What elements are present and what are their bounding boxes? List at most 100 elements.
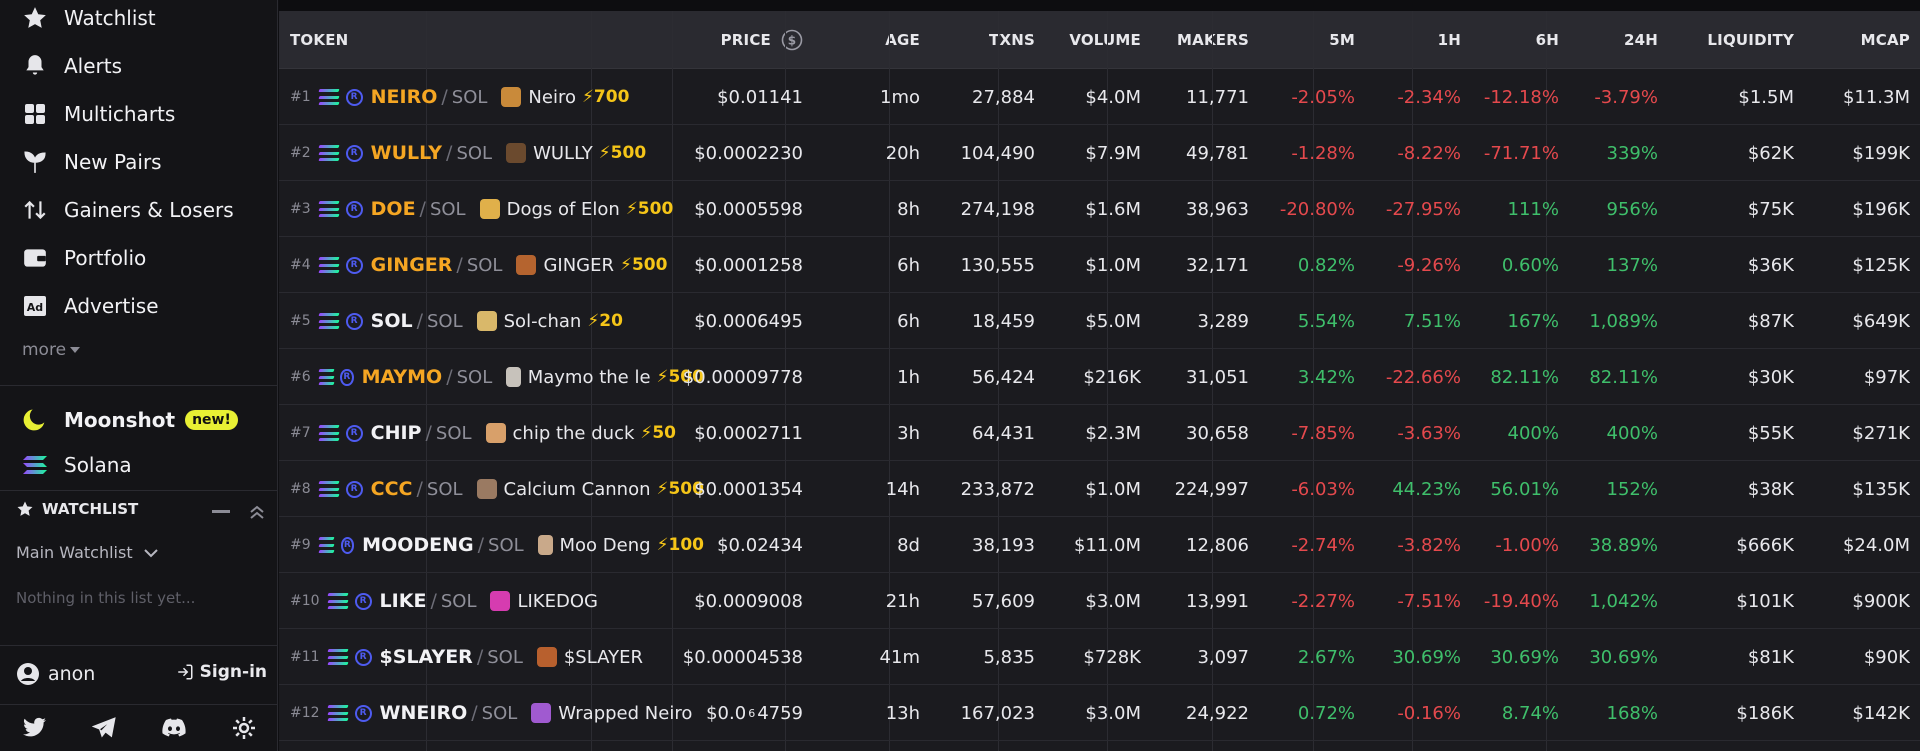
h6-cell: -12.18% xyxy=(1483,86,1559,108)
col-price[interactable]: PRICE $ xyxy=(659,11,803,69)
column-divider xyxy=(889,11,890,751)
nav-portfolio[interactable]: Portfolio xyxy=(0,236,278,280)
quote-symbol: SOL xyxy=(451,86,488,108)
col-6h[interactable]: 6H xyxy=(1535,31,1559,49)
makers-cell: 12,806 xyxy=(1186,534,1249,556)
nav-moonshot[interactable]: Moonshot new! xyxy=(0,398,278,442)
solana-icon xyxy=(20,450,50,480)
solana-label: Solana xyxy=(64,453,132,477)
table-row[interactable]: #10 R LIKE / SOL LIKEDOG $0.0009008 21h 57,609 $3… xyxy=(279,573,1920,629)
txns-cell: 56,424 xyxy=(972,366,1035,388)
liquidity-cell: $101K xyxy=(1736,590,1794,612)
h24-cell: 400% xyxy=(1606,422,1658,444)
chevrons-up-icon[interactable] xyxy=(248,503,266,525)
token-cell: #12 R WNEIRO / SOL Wrapped Neiro xyxy=(290,685,704,741)
table-row[interactable]: #12 R WNEIRO / SOL Wrapped Neiro $0.0 6 4759 13h 1… xyxy=(279,685,1920,741)
nav-multicharts[interactable]: Multicharts xyxy=(0,92,278,136)
twitter-icon[interactable] xyxy=(22,717,47,739)
col-volume[interactable]: VOLUME xyxy=(1069,31,1141,49)
nav-watchlist[interactable]: Watchlist xyxy=(0,0,278,40)
quote-symbol: SOL xyxy=(487,646,523,668)
telegram-icon[interactable] xyxy=(91,717,116,739)
nav-advertise[interactable]: Ad Advertise xyxy=(0,284,278,328)
makers-cell: 32,171 xyxy=(1186,254,1249,276)
solana-chain-icon xyxy=(318,369,334,385)
h6-cell: 82.11% xyxy=(1490,366,1559,388)
h6-cell: -71.71% xyxy=(1483,142,1559,164)
quote-symbol: SOL xyxy=(466,254,503,276)
currency-toggle-icon[interactable]: $ xyxy=(781,29,803,51)
nav-label: Gainers & Losers xyxy=(64,198,234,222)
table-row[interactable]: #4 R GINGER / SOL GINGER ⚡500 $0.0001258 6h 130,5… xyxy=(279,237,1920,293)
settings-gear-icon[interactable] xyxy=(232,716,256,740)
token-symbol: CHIP xyxy=(370,422,422,444)
m5-cell: 3.42% xyxy=(1297,366,1355,388)
nav-new-pairs[interactable]: New Pairs xyxy=(0,140,278,184)
token-symbol: WULLY xyxy=(370,142,443,164)
nav-solana[interactable]: Solana xyxy=(0,443,278,487)
nav-label: New Pairs xyxy=(64,150,162,174)
col-1h[interactable]: 1H xyxy=(1437,31,1461,49)
quote-symbol: SOL xyxy=(440,590,477,612)
nav-alerts[interactable]: Alerts xyxy=(0,44,278,88)
col-liquidity[interactable]: LIQUIDITY xyxy=(1707,31,1794,49)
table-row[interactable]: #1 R NEIRO / SOL Neiro ⚡700 $0.01141 1mo 27,884 $4… xyxy=(279,69,1920,125)
h24-cell: 339% xyxy=(1606,142,1658,164)
m5-cell: 2.67% xyxy=(1297,646,1355,668)
h6-cell: 30.69% xyxy=(1490,646,1559,668)
user-profile[interactable]: anon xyxy=(16,662,95,686)
col-age[interactable]: AGE xyxy=(885,31,920,49)
table-row[interactable]: #8 R CCC / SOL Calcium Cannon ⚡500 $0.0001354 14… xyxy=(279,461,1920,517)
mcap-cell: $135K xyxy=(1852,478,1910,500)
token-avatar xyxy=(476,311,497,331)
boost-badge: ⚡500 xyxy=(625,199,674,219)
m5-cell: -20.80% xyxy=(1279,198,1355,220)
txns-cell: 57,609 xyxy=(972,590,1035,612)
table-row[interactable]: #3 R DOE / SOL Dogs of Elon ⚡500 $0.0005598 8h 27… xyxy=(279,181,1920,237)
table-row[interactable]: #5 R SOL / SOL Sol-chan ⚡20 $0.0006495 6h 18,459 $… xyxy=(279,293,1920,349)
token-avatar xyxy=(501,87,522,107)
column-divider xyxy=(785,11,786,751)
discord-icon[interactable] xyxy=(161,718,187,738)
col-makers[interactable]: MAKERS xyxy=(1177,31,1249,49)
col-token[interactable]: TOKEN xyxy=(290,31,349,49)
table-row[interactable]: #6 R MAYMO / SOL Maymo the le ⚡500 $0.00009778 1… xyxy=(279,349,1920,405)
volume-cell: $11.0M xyxy=(1073,534,1141,556)
more-button[interactable]: more xyxy=(22,340,81,360)
dex-icon: R xyxy=(345,88,363,106)
token-cell: #7 R CHIP / SOL chip the duck ⚡50 xyxy=(290,405,704,461)
h6-cell: -19.40% xyxy=(1483,590,1559,612)
mcap-cell: $900K xyxy=(1852,590,1910,612)
age-cell: 1mo xyxy=(880,86,920,108)
token-name: Dogs of Elon xyxy=(506,198,620,220)
token-avatar xyxy=(485,423,506,443)
pair-slash: / xyxy=(425,422,432,444)
table-row[interactable]: #7 R CHIP / SOL chip the duck ⚡50 $0.0002711 3h 6… xyxy=(279,405,1920,461)
col-24h[interactable]: 24H xyxy=(1623,31,1658,49)
volume-cell: $1.0M xyxy=(1085,254,1141,276)
col-mcap[interactable]: MCAP xyxy=(1860,31,1910,49)
column-divider xyxy=(1107,11,1108,751)
collapse-minus-icon[interactable] xyxy=(210,503,232,523)
table-row[interactable]: #11 R $SLAYER / SOL $SLAYER $0.00004538 41m 5,83… xyxy=(279,629,1920,685)
price-zero-count: 6 xyxy=(748,706,756,720)
col-txns[interactable]: TXNS xyxy=(989,31,1035,49)
watchlist-select[interactable]: Main Watchlist xyxy=(16,543,159,562)
table-row[interactable]: #9 R MOODENG / SOL Moo Deng ⚡100 $0.02434 8d 38,1… xyxy=(279,517,1920,573)
txns-cell: 274,198 xyxy=(960,198,1035,220)
table-row[interactable]: #2 R WULLY / SOL WULLY ⚡500 $0.0002230 20h 104,49… xyxy=(279,125,1920,181)
txns-cell: 27,884 xyxy=(972,86,1035,108)
price-prefix: $0.0 xyxy=(706,702,747,724)
more-label: more xyxy=(22,340,67,360)
liquidity-cell: $75K xyxy=(1747,198,1794,220)
sign-in-button[interactable]: Sign-in xyxy=(176,662,267,682)
liquidity-cell: $1.5M xyxy=(1738,86,1794,108)
column-divider xyxy=(1412,11,1413,751)
liquidity-cell: $81K xyxy=(1747,646,1794,668)
col-5m[interactable]: 5M xyxy=(1329,31,1355,49)
divider xyxy=(0,645,278,646)
rank: #8 xyxy=(290,481,311,497)
price-cell: $0.01141 xyxy=(717,86,803,108)
column-divider xyxy=(1313,11,1314,751)
nav-gainers-losers[interactable]: Gainers & Losers xyxy=(0,188,278,232)
